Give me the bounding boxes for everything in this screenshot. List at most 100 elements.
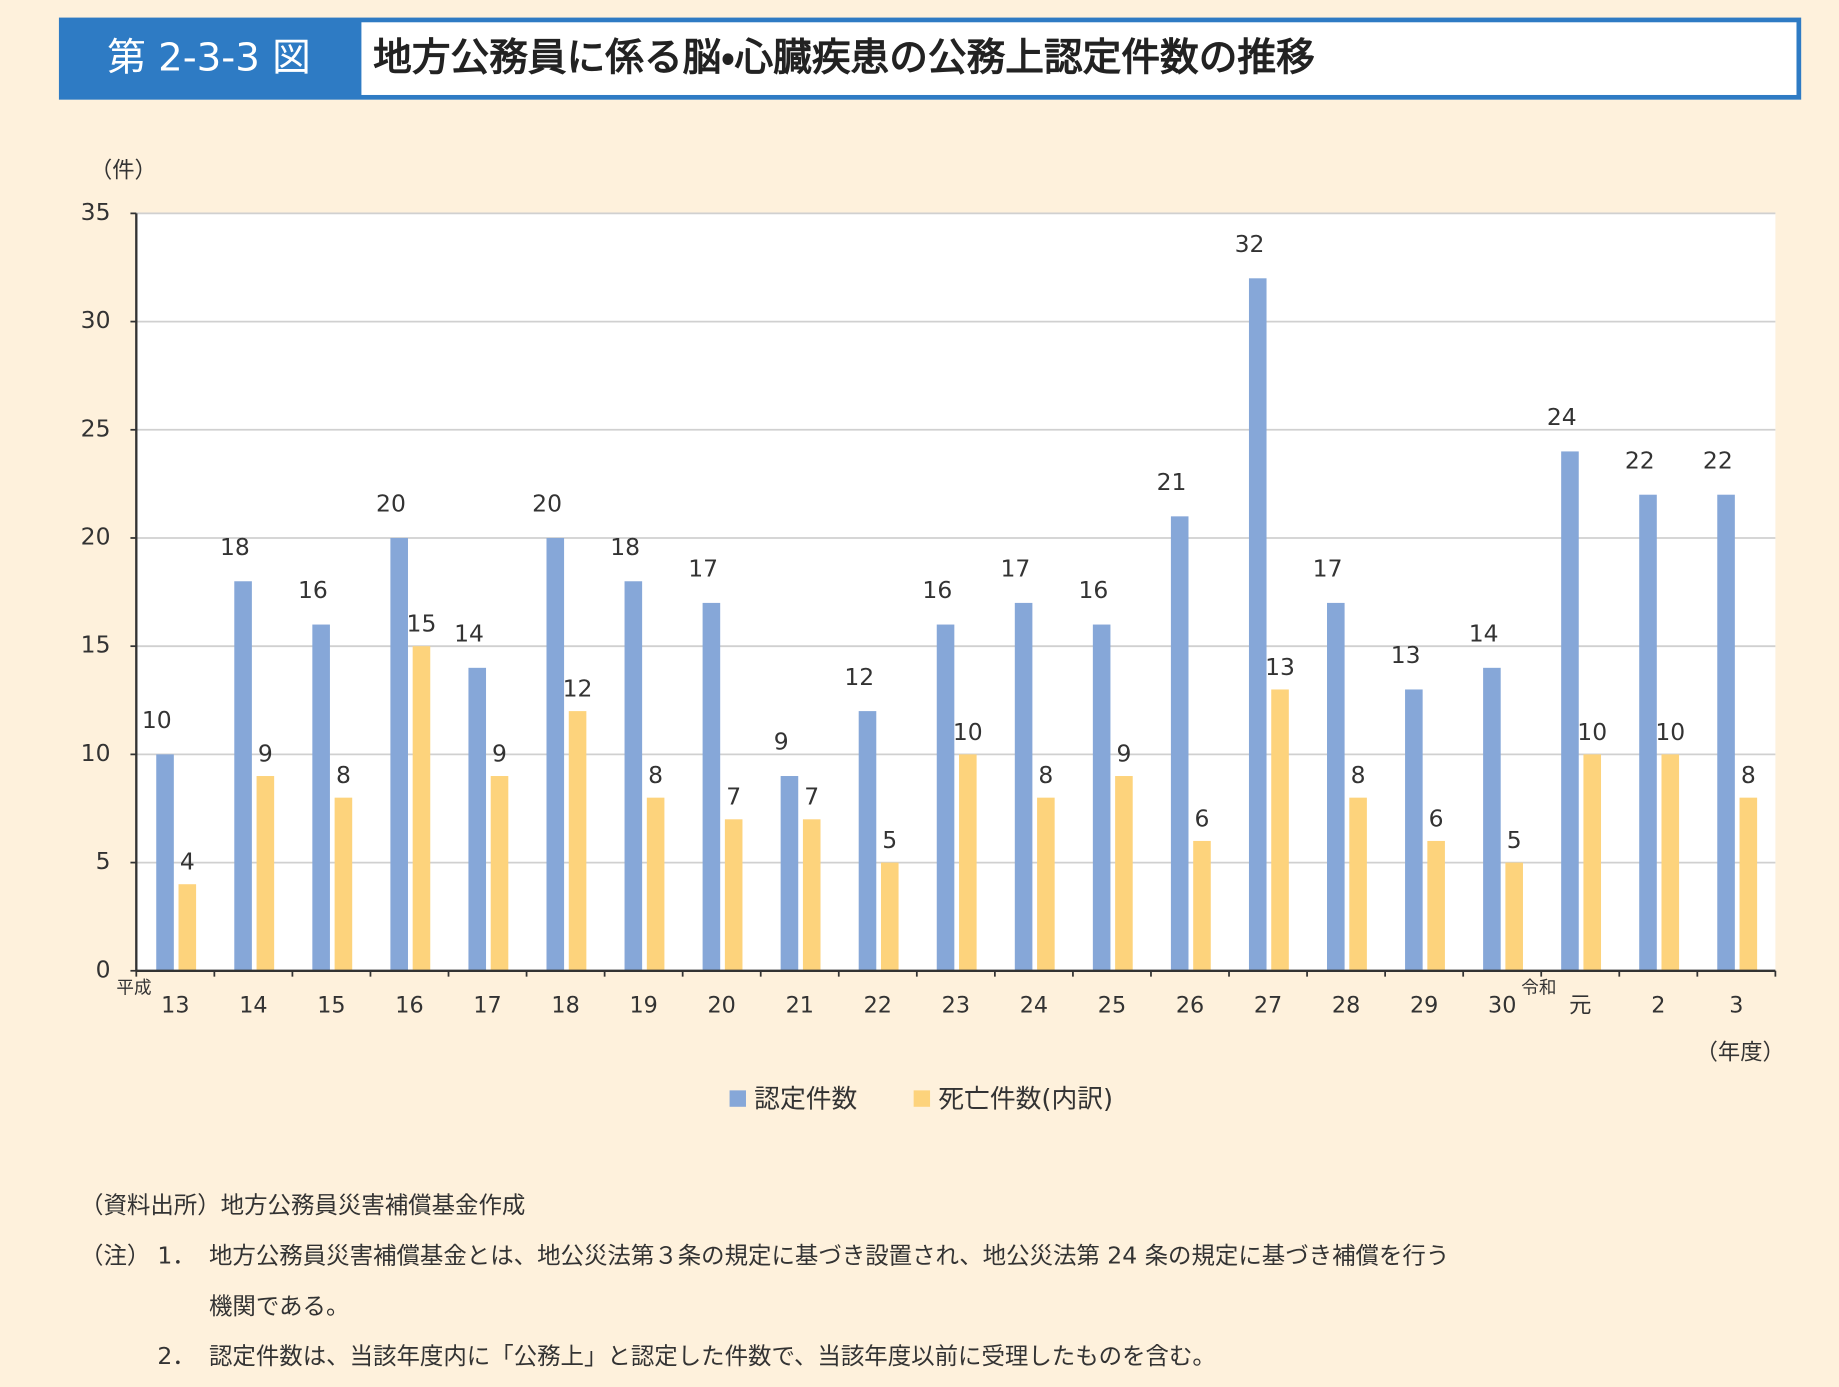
x-tick-label: 2	[1651, 992, 1665, 1018]
bar	[1427, 840, 1445, 971]
bar	[490, 776, 509, 971]
data-label: 9	[1116, 739, 1131, 767]
data-label: 12	[844, 663, 874, 691]
y-tick-label: 15	[81, 631, 111, 659]
x-tick-label: 22	[864, 992, 892, 1018]
bar	[780, 776, 799, 971]
chart: 0510152025303510181620142018179121617162…	[81, 198, 1777, 1114]
x-unit: （年度）	[1696, 1039, 1785, 1065]
data-label: 8	[648, 761, 663, 789]
x-tick-label: 17	[473, 992, 501, 1018]
data-label: 13	[1391, 641, 1421, 669]
data-label: 17	[688, 555, 718, 583]
bar	[858, 711, 877, 971]
data-label: 7	[726, 783, 741, 811]
data-label: 5	[882, 826, 897, 854]
bar	[256, 776, 275, 971]
data-label: 8	[1741, 761, 1756, 789]
header-label: 第 2-3-3 図	[107, 35, 311, 80]
x-tick-label: 26	[1176, 992, 1204, 1018]
bar	[624, 581, 643, 971]
data-label: 20	[376, 490, 406, 518]
bar	[646, 797, 665, 971]
bar	[468, 667, 487, 971]
x-tick-label: 13	[161, 992, 189, 1018]
bar	[390, 537, 408, 971]
era-label: 平成	[116, 978, 151, 998]
y-tick-label: 35	[81, 198, 111, 226]
bar	[546, 537, 565, 971]
y-tick-label: 30	[81, 306, 111, 334]
y-tick-label: 0	[96, 955, 111, 983]
bar	[702, 602, 721, 971]
legend-label: 認定件数	[754, 1084, 857, 1114]
bar	[936, 624, 955, 971]
data-label: 15	[407, 610, 437, 638]
x-tick-label: 20	[708, 992, 736, 1018]
x-tick-label: 16	[395, 992, 423, 1018]
y-tick-label: 25	[81, 414, 111, 442]
bar	[1193, 840, 1211, 971]
data-label: 6	[1429, 804, 1444, 832]
data-label: 5	[1507, 826, 1522, 854]
data-label: 13	[1265, 653, 1295, 681]
x-tick-label: 25	[1098, 992, 1126, 1018]
bar	[1092, 624, 1111, 971]
bar	[1405, 689, 1423, 971]
legend-swatch	[913, 1090, 931, 1107]
note-marker: （注）	[80, 1241, 150, 1269]
x-tick-label: 14	[239, 992, 267, 1018]
x-tick-label: 元	[1569, 992, 1591, 1018]
data-label: 12	[563, 674, 593, 702]
y-tick-label: 10	[81, 739, 111, 767]
data-label: 20	[532, 490, 562, 518]
x-tick-label: 21	[786, 992, 814, 1018]
data-label: 22	[1625, 446, 1655, 474]
bar	[412, 646, 431, 971]
data-label: 16	[298, 576, 328, 604]
data-label: 16	[1079, 576, 1109, 604]
note-number: 1．	[157, 1241, 195, 1269]
data-label: 18	[610, 533, 640, 561]
bar	[1505, 862, 1523, 971]
data-label: 10	[1577, 718, 1607, 746]
x-tick-label: 30	[1488, 992, 1516, 1018]
data-label: 10	[142, 706, 172, 734]
x-tick-label: 24	[1020, 992, 1048, 1018]
footer: （資料出所）地方公務員災害補償基金作成 （注） 1． 地方公務員災害補償基金とは、地公…	[80, 1191, 1449, 1370]
data-label: 10	[1655, 718, 1685, 746]
data-label: 9	[492, 739, 507, 767]
bar	[1639, 494, 1657, 971]
bar	[178, 884, 197, 971]
header-title-box	[361, 22, 1797, 95]
bar	[312, 624, 330, 971]
era-label: 令和	[1521, 978, 1556, 998]
data-label: 7	[804, 783, 819, 811]
bar	[1661, 754, 1680, 971]
data-label: 10	[953, 718, 983, 746]
data-label: 22	[1703, 446, 1733, 474]
legend-label: 死亡件数(内訳)	[938, 1084, 1113, 1114]
bar	[1014, 602, 1033, 971]
bar	[1327, 602, 1345, 971]
bar	[880, 862, 899, 971]
data-label: 17	[1313, 555, 1343, 583]
bar	[568, 711, 587, 971]
data-label: 9	[774, 728, 789, 756]
data-label: 6	[1195, 804, 1210, 832]
data-label: 18	[220, 533, 250, 561]
y-tick-label: 5	[96, 847, 111, 875]
header-title: 地方公務員に係る脳・心臓疾患の公務上認定件数の推移	[373, 35, 1315, 80]
data-label: 14	[1469, 619, 1499, 647]
bar	[334, 797, 353, 971]
x-tick-label: 27	[1254, 992, 1282, 1018]
bar	[156, 754, 174, 971]
x-tick-label: 19	[629, 992, 657, 1018]
bar	[1271, 689, 1289, 971]
bar	[1349, 797, 1367, 971]
data-label: 32	[1235, 230, 1265, 258]
bar	[1717, 494, 1735, 971]
data-label: 4	[180, 848, 195, 876]
x-tick-label: 28	[1332, 992, 1360, 1018]
bar	[1115, 776, 1133, 971]
